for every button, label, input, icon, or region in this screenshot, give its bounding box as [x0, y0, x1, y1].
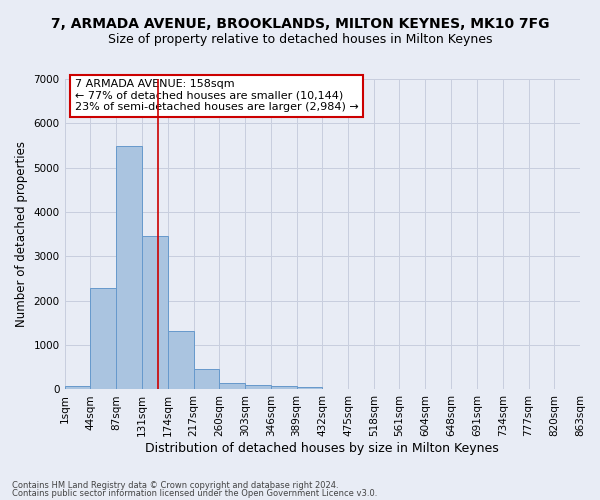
Bar — [65, 386, 90, 390]
Bar — [271, 386, 296, 390]
Bar — [220, 382, 245, 390]
Bar — [90, 288, 116, 390]
Bar — [116, 146, 142, 390]
Bar — [168, 331, 194, 390]
Bar — [245, 385, 271, 390]
Bar — [296, 387, 322, 390]
Text: Contains public sector information licensed under the Open Government Licence v3: Contains public sector information licen… — [12, 489, 377, 498]
Text: 7 ARMADA AVENUE: 158sqm
← 77% of detached houses are smaller (10,144)
23% of sem: 7 ARMADA AVENUE: 158sqm ← 77% of detache… — [75, 79, 359, 112]
Text: 7, ARMADA AVENUE, BROOKLANDS, MILTON KEYNES, MK10 7FG: 7, ARMADA AVENUE, BROOKLANDS, MILTON KEY… — [51, 18, 549, 32]
Y-axis label: Number of detached properties: Number of detached properties — [15, 141, 28, 327]
X-axis label: Distribution of detached houses by size in Milton Keynes: Distribution of detached houses by size … — [145, 442, 499, 455]
Bar — [194, 368, 220, 390]
Text: Size of property relative to detached houses in Milton Keynes: Size of property relative to detached ho… — [108, 32, 492, 46]
Text: Contains HM Land Registry data © Crown copyright and database right 2024.: Contains HM Land Registry data © Crown c… — [12, 480, 338, 490]
Bar — [142, 236, 168, 390]
